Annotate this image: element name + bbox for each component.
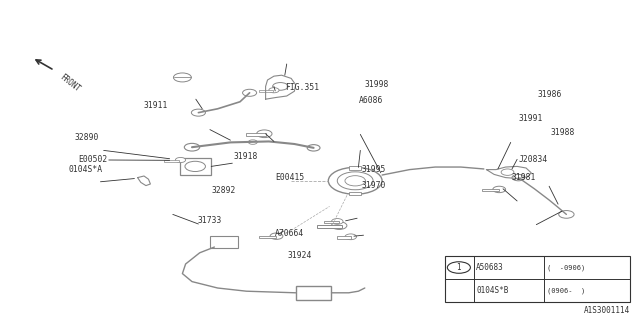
Text: A1S3001114: A1S3001114 [584, 306, 630, 315]
Text: 31981: 31981 [512, 173, 536, 182]
Text: (  -0906): ( -0906) [547, 264, 585, 271]
Text: 32890: 32890 [75, 133, 99, 142]
Circle shape [248, 140, 257, 144]
Text: A50683: A50683 [476, 263, 504, 272]
Bar [259, 90, 273, 92]
Text: 31991: 31991 [518, 114, 543, 123]
Text: E00415: E00415 [275, 173, 305, 182]
Bar [317, 225, 342, 228]
Circle shape [273, 83, 288, 90]
Text: 31918: 31918 [234, 152, 258, 161]
Circle shape [173, 73, 191, 82]
Text: FIG.351: FIG.351 [285, 84, 319, 92]
Text: 0104S*B: 0104S*B [476, 286, 509, 295]
Text: 0104S*A: 0104S*A [68, 165, 102, 174]
Circle shape [185, 161, 205, 172]
Bar [296, 285, 332, 300]
Bar [259, 236, 276, 238]
Text: 31970: 31970 [362, 181, 386, 190]
Circle shape [191, 109, 205, 116]
Bar [482, 189, 499, 191]
Bar [324, 221, 339, 223]
Circle shape [243, 89, 257, 96]
Circle shape [345, 176, 365, 186]
Text: 31924: 31924 [288, 252, 312, 260]
Bar [337, 236, 351, 239]
Bar [445, 256, 630, 302]
Text: 1: 1 [456, 263, 461, 272]
Circle shape [559, 211, 574, 218]
Circle shape [501, 169, 514, 175]
Bar [349, 166, 361, 170]
Bar [180, 158, 211, 175]
Text: 31995: 31995 [362, 165, 386, 174]
Text: 31911: 31911 [143, 101, 168, 110]
Bar [349, 192, 361, 195]
Circle shape [337, 172, 373, 190]
Text: 32892: 32892 [211, 186, 236, 195]
Circle shape [332, 219, 343, 224]
Circle shape [328, 167, 382, 194]
Text: J20834: J20834 [518, 156, 548, 164]
Text: 31998: 31998 [365, 80, 389, 89]
Bar [246, 133, 266, 136]
Circle shape [493, 186, 506, 193]
Circle shape [270, 233, 283, 239]
Text: 31986: 31986 [538, 90, 562, 99]
Text: 31733: 31733 [197, 216, 221, 225]
Text: 31988: 31988 [550, 128, 575, 137]
Circle shape [345, 234, 356, 240]
Bar [164, 160, 179, 162]
Text: E00502: E00502 [78, 156, 108, 164]
Circle shape [447, 262, 470, 273]
Circle shape [512, 174, 525, 181]
Text: FRONT: FRONT [58, 72, 81, 93]
Bar [209, 236, 238, 248]
Text: A6086: A6086 [358, 96, 383, 105]
Circle shape [257, 130, 272, 138]
Text: A70664: A70664 [275, 229, 305, 238]
Circle shape [332, 222, 347, 229]
Circle shape [175, 157, 186, 163]
Circle shape [307, 145, 320, 151]
Text: (0906-  ): (0906- ) [547, 287, 585, 294]
Circle shape [269, 88, 279, 93]
Circle shape [184, 143, 200, 151]
